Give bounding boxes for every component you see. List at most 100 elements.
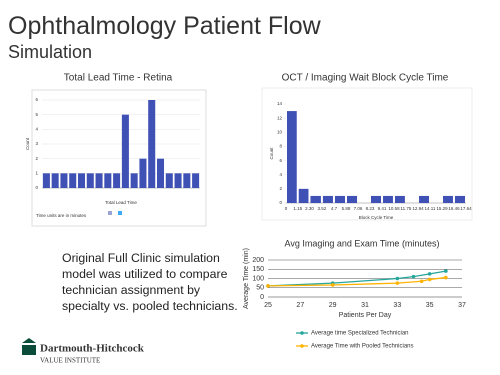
x-tick-label: 16.46 — [448, 206, 460, 211]
point — [444, 269, 448, 273]
bar — [130, 173, 138, 188]
bar — [113, 173, 121, 188]
point — [266, 284, 270, 288]
bar — [121, 114, 129, 188]
x-tick-label: 17.64 — [460, 206, 472, 211]
x-tick-label: 12.94 — [412, 206, 424, 211]
y-axis-label: Average Time (min) — [243, 248, 250, 309]
y-tick-label: 6 — [279, 158, 282, 163]
bar — [77, 173, 86, 188]
point — [427, 277, 432, 282]
x-tick-label: 29 — [329, 302, 337, 309]
y-tick-label: 0 — [260, 294, 264, 301]
point — [427, 272, 432, 276]
bar — [192, 173, 200, 188]
bar — [383, 195, 393, 203]
x-tick-label: 31 — [361, 302, 369, 309]
y-tick-label: 5 — [35, 112, 38, 117]
x-tick-label: 14.11 — [425, 206, 436, 211]
point — [419, 279, 424, 284]
bar — [347, 195, 358, 203]
chart-title: OCT / Imaging Wait Block Cycle Time — [282, 73, 449, 84]
point — [395, 276, 400, 281]
point — [411, 274, 416, 279]
bar — [165, 173, 173, 188]
bar — [156, 158, 165, 188]
chart-title: Avg Imaging and Exam Time (minutes) — [285, 238, 440, 248]
bar — [148, 100, 156, 188]
y-tick-label: 200 — [252, 257, 264, 264]
x-tick-label: 1.15 — [293, 206, 302, 211]
y-tick-label: 0 — [35, 185, 38, 190]
bar — [370, 195, 382, 203]
point — [444, 275, 448, 280]
y-tick-label: 8 — [279, 144, 282, 149]
y-tick-label: 14 — [277, 101, 283, 106]
x-tick-label: 8.23 — [366, 206, 375, 211]
chart-title: Total Lead Time - Retina — [64, 73, 173, 84]
bar — [310, 195, 321, 203]
bar — [139, 158, 147, 188]
bar — [69, 173, 77, 188]
y-axis-label: Count — [25, 137, 30, 150]
x-tick-label: 7.06 — [354, 206, 363, 211]
y-tick-label: 150 — [252, 266, 264, 273]
logo-name: Dartmouth-Hitchcock — [40, 343, 145, 355]
bar — [454, 195, 465, 203]
legend-marker — [300, 344, 304, 348]
legend-swatch — [108, 211, 112, 215]
bar — [322, 195, 333, 203]
body-text: Original Full Clinic simulation model wa… — [62, 251, 238, 313]
bar — [334, 195, 345, 203]
y-tick-label: 4 — [279, 172, 282, 177]
x-tick-label: 25 — [264, 302, 272, 309]
y-tick-label: 6 — [35, 97, 38, 102]
bar — [443, 195, 453, 203]
bar — [86, 173, 94, 188]
y-tick-label: 3 — [35, 141, 38, 146]
x-tick-label: 11.75 — [400, 206, 411, 211]
bar — [183, 173, 191, 188]
slide-title: Ophthalmology Patient Flow — [8, 12, 321, 40]
bar — [42, 173, 50, 188]
y-tick-label: 50 — [256, 285, 264, 292]
bar — [394, 195, 405, 203]
x-tick-label: 4.7 — [331, 206, 338, 211]
x-axis-label: Patients Per Day — [339, 312, 392, 319]
y-tick-label: 0 — [279, 200, 282, 205]
x-tick-label: 3.52 — [318, 206, 327, 211]
point — [330, 283, 335, 287]
x-tick-label: 37 — [458, 302, 466, 309]
legend-label: Average Time with Pooled Technicians — [311, 344, 414, 350]
bar — [287, 111, 297, 203]
x-axis-label: Total Lead Time — [105, 200, 137, 205]
note: Time units are in minutes — [36, 213, 87, 218]
slide-subtitle: Simulation — [8, 42, 93, 62]
y-tick-label: 4 — [35, 127, 38, 132]
x-tick-label: 15.29 — [436, 206, 448, 211]
bar — [60, 173, 68, 188]
x-tick-label: 33 — [393, 302, 401, 309]
legend-label: Average time Specialized Technician — [311, 331, 409, 337]
bar — [419, 195, 429, 203]
logo-icon — [22, 338, 36, 355]
logo-sub: VALUE INSTITUTE — [40, 357, 100, 365]
y-tick-label: 2 — [279, 186, 282, 191]
x-tick-label: 2.30 — [305, 206, 314, 211]
y-tick-label: 1 — [35, 171, 38, 176]
panel — [261, 87, 473, 221]
bar — [95, 173, 103, 188]
y-tick-label: 100 — [252, 275, 264, 282]
series-line — [267, 270, 446, 287]
x-tick-label: 9.41 — [378, 206, 387, 211]
y-tick-label: 12 — [277, 115, 283, 120]
x-tick-label: 27 — [296, 302, 304, 309]
bar — [298, 188, 309, 203]
y-tick-label: 2 — [35, 156, 38, 161]
x-axis-label: Block Cycle Time — [359, 215, 394, 220]
bar — [104, 173, 112, 188]
bar — [174, 173, 182, 188]
x-tick-label: 35 — [426, 302, 434, 309]
